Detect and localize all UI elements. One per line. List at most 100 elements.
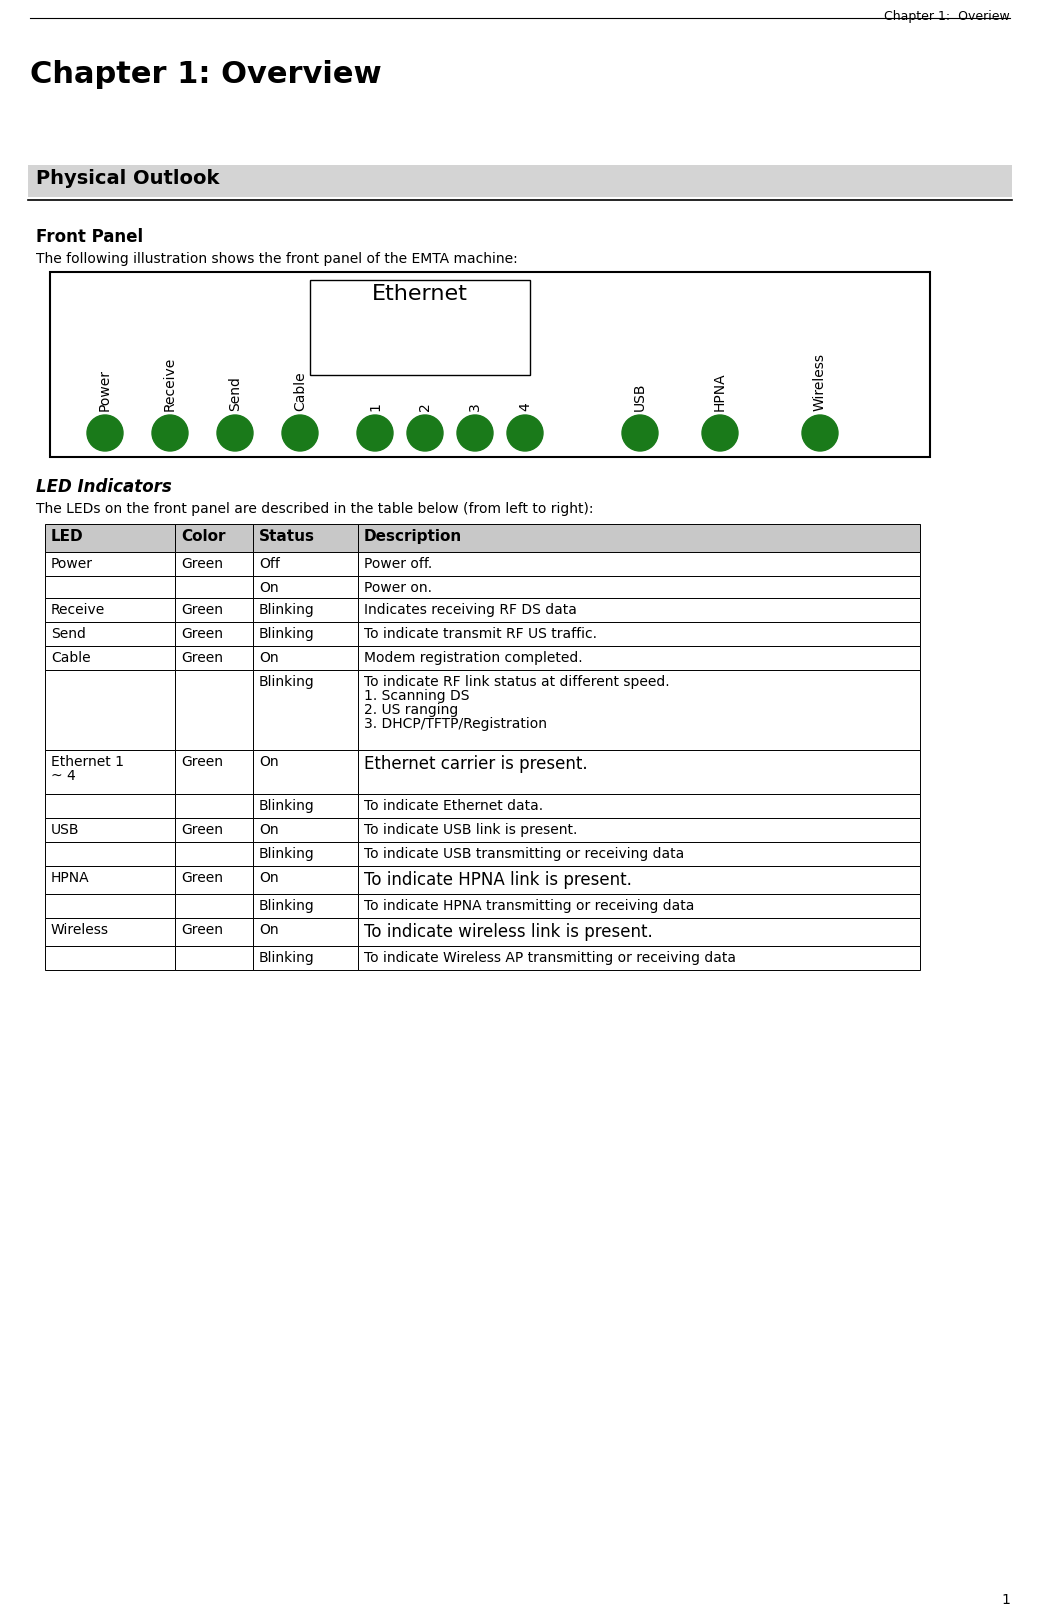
Bar — [175, 918, 253, 946]
Text: LED: LED — [51, 529, 83, 543]
Text: To indicate transmit RF US traffic.: To indicate transmit RF US traffic. — [364, 627, 597, 640]
Bar — [175, 794, 253, 818]
Text: Indicates receiving RF DS data: Indicates receiving RF DS data — [364, 603, 577, 618]
Bar — [175, 524, 253, 551]
Text: Cable: Cable — [51, 652, 90, 665]
Text: To indicate USB link is present.: To indicate USB link is present. — [364, 823, 577, 838]
Bar — [358, 918, 920, 946]
Circle shape — [702, 416, 738, 451]
Bar — [45, 524, 175, 551]
Bar — [358, 818, 920, 842]
Bar — [45, 647, 175, 669]
Bar — [358, 598, 920, 623]
Text: Green: Green — [181, 627, 223, 640]
Bar — [45, 750, 175, 794]
Bar — [253, 894, 358, 918]
Text: Green: Green — [181, 652, 223, 665]
Bar — [253, 918, 358, 946]
Bar — [175, 623, 253, 647]
Text: Cable: Cable — [293, 372, 307, 411]
Text: To indicate RF link status at different speed.: To indicate RF link status at different … — [364, 674, 670, 689]
Text: The following illustration shows the front panel of the EMTA machine:: The following illustration shows the fro… — [36, 252, 518, 267]
Text: 2. US ranging: 2. US ranging — [364, 703, 459, 716]
Text: Modem registration completed.: Modem registration completed. — [364, 652, 582, 665]
Text: To indicate HPNA link is present.: To indicate HPNA link is present. — [364, 872, 632, 889]
Text: Color: Color — [181, 529, 226, 543]
Bar — [358, 946, 920, 970]
Bar — [175, 750, 253, 794]
Bar — [253, 669, 358, 750]
Bar — [253, 647, 358, 669]
Text: Ethernet carrier is present.: Ethernet carrier is present. — [364, 755, 588, 773]
Bar — [253, 623, 358, 647]
Text: Front Panel: Front Panel — [36, 228, 144, 246]
Bar — [45, 867, 175, 894]
Bar — [253, 750, 358, 794]
Text: Wireless: Wireless — [51, 923, 109, 936]
Text: Ethernet: Ethernet — [372, 285, 468, 304]
Text: Receive: Receive — [163, 357, 177, 411]
Text: Blinking: Blinking — [259, 899, 315, 914]
Text: 2: 2 — [418, 403, 432, 411]
Bar — [175, 576, 253, 598]
Bar — [45, 551, 175, 576]
Text: ~ 4: ~ 4 — [51, 770, 76, 783]
Text: 3. DHCP/TFTP/Registration: 3. DHCP/TFTP/Registration — [364, 716, 547, 731]
Bar — [358, 647, 920, 669]
Text: Blinking: Blinking — [259, 847, 315, 860]
Circle shape — [622, 416, 658, 451]
Text: On: On — [259, 823, 279, 838]
Circle shape — [407, 416, 443, 451]
Text: Send: Send — [51, 627, 86, 640]
Bar — [45, 918, 175, 946]
Text: Wireless: Wireless — [813, 353, 827, 411]
Text: 1: 1 — [368, 403, 382, 411]
Text: On: On — [259, 923, 279, 936]
Circle shape — [152, 416, 188, 451]
Text: Green: Green — [181, 556, 223, 571]
Bar — [358, 576, 920, 598]
Bar — [45, 842, 175, 867]
Bar — [175, 551, 253, 576]
Bar — [358, 894, 920, 918]
Bar — [175, 669, 253, 750]
Bar — [45, 623, 175, 647]
Bar — [253, 946, 358, 970]
Text: LED Indicators: LED Indicators — [36, 479, 172, 496]
Bar — [358, 842, 920, 867]
Text: Description: Description — [364, 529, 462, 543]
Bar — [358, 551, 920, 576]
Bar — [253, 576, 358, 598]
Text: HPNA: HPNA — [51, 872, 89, 884]
Text: Green: Green — [181, 872, 223, 884]
Text: Power: Power — [51, 556, 93, 571]
Bar — [45, 794, 175, 818]
Bar — [45, 576, 175, 598]
Bar — [253, 842, 358, 867]
Text: Green: Green — [181, 603, 223, 618]
Bar — [45, 818, 175, 842]
Text: Green: Green — [181, 923, 223, 936]
Bar — [358, 524, 920, 551]
Text: To indicate Ethernet data.: To indicate Ethernet data. — [364, 799, 543, 813]
Bar — [358, 669, 920, 750]
Circle shape — [87, 416, 123, 451]
Bar — [175, 842, 253, 867]
Text: USB: USB — [51, 823, 79, 838]
Text: Send: Send — [228, 377, 242, 411]
Bar — [45, 669, 175, 750]
Text: Blinking: Blinking — [259, 799, 315, 813]
Bar — [358, 623, 920, 647]
Text: Blinking: Blinking — [259, 951, 315, 965]
Text: Status: Status — [259, 529, 315, 543]
Text: Green: Green — [181, 823, 223, 838]
Text: The LEDs on the front panel are described in the table below (from left to right: The LEDs on the front panel are describe… — [36, 501, 594, 516]
Bar — [50, 272, 930, 458]
Text: Receive: Receive — [51, 603, 105, 618]
Bar — [45, 598, 175, 623]
Text: Green: Green — [181, 755, 223, 770]
Text: Blinking: Blinking — [259, 603, 315, 618]
Bar — [175, 598, 253, 623]
Bar — [175, 818, 253, 842]
Bar — [253, 818, 358, 842]
